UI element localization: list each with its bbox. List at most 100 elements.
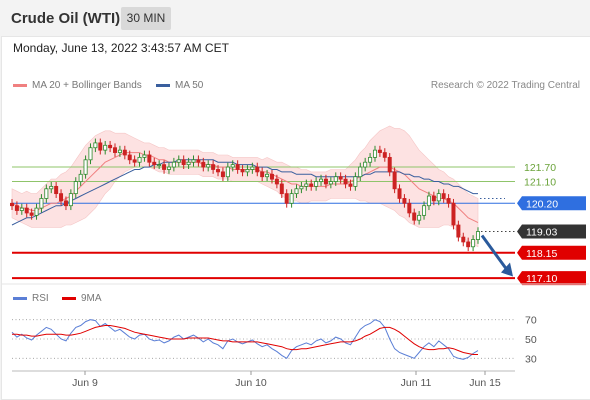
candle-body <box>63 200 68 207</box>
candle-body <box>441 193 446 199</box>
candle-body <box>14 205 19 211</box>
candle-body <box>103 144 108 151</box>
candle-body <box>309 183 314 187</box>
candle-body <box>353 176 358 187</box>
candle-body <box>29 212 34 216</box>
candle-body <box>166 166 171 170</box>
rsi-tick-70: 70 <box>525 315 537 327</box>
candle-body <box>59 193 64 202</box>
candle-body <box>211 164 216 170</box>
candle-body <box>225 166 230 178</box>
candle-body <box>196 159 201 163</box>
candle-body <box>201 161 206 168</box>
candle-body <box>220 171 225 178</box>
candle-body <box>122 149 127 156</box>
candle-body <box>456 224 461 238</box>
level-label-118.15: 118.15 <box>526 248 557 260</box>
candle-body <box>216 169 221 173</box>
candle-body <box>132 159 137 163</box>
candle-body <box>426 195 431 207</box>
candle-body <box>319 178 324 182</box>
rsi-tick-30: 30 <box>525 353 537 365</box>
candle-body <box>117 149 122 153</box>
candle-body <box>431 195 436 202</box>
rsi-ma-swatch <box>62 296 76 300</box>
candle-body <box>49 185 54 190</box>
candle-body <box>44 188 49 199</box>
timeframe-button[interactable]: 30 MIN <box>121 7 171 30</box>
candle-body <box>186 161 191 166</box>
candle-body <box>147 154 152 163</box>
candle-body <box>392 171 397 190</box>
candle-body <box>176 159 181 163</box>
legend-ma20-label: MA 20 + Bollinger Bands <box>32 80 142 91</box>
credit-text: Research © 2022 Trading Central <box>430 80 580 91</box>
candle-body <box>206 164 211 168</box>
x-tick-label-0: Jun 9 <box>72 377 98 389</box>
candle-body <box>323 178 328 185</box>
candle-body <box>9 202 14 207</box>
rsi-tick-50: 50 <box>525 334 537 346</box>
candle-body <box>191 159 196 163</box>
candle-body <box>372 149 377 158</box>
level-tag-119.03 <box>517 224 586 239</box>
legend-ma50: MA 50 <box>156 80 203 91</box>
candle-body <box>245 169 250 173</box>
legend-ma20: MA 20 + Bollinger Bands <box>13 80 142 91</box>
candle-body <box>475 231 480 240</box>
candle-body <box>54 185 59 195</box>
candle-body <box>338 176 343 180</box>
candle-body <box>422 205 427 216</box>
candle-body <box>108 144 113 149</box>
timestamp: Monday, June 13, 2022 3:43:57 AM CET <box>13 41 229 55</box>
level-label-121.10: 121.10 <box>524 177 556 189</box>
forecast-arrow-head <box>501 262 513 277</box>
forecast-arrow-shaft <box>480 234 508 270</box>
candle-body <box>171 161 176 168</box>
candle-body <box>402 198 407 204</box>
candle-body <box>93 142 98 149</box>
candle-body <box>294 188 299 195</box>
candle-body <box>348 183 353 187</box>
candle-body <box>289 193 294 204</box>
legend-rsi-label: RSI <box>32 293 49 304</box>
x-tick-label-3: Jun 15 <box>469 377 501 389</box>
candle-body <box>471 239 476 248</box>
level-label-121.70: 121.70 <box>524 162 556 174</box>
candle-body <box>240 169 245 173</box>
candle-body <box>230 164 235 168</box>
candle-body <box>451 202 456 226</box>
candle-body <box>127 154 132 161</box>
candle-body <box>113 147 118 153</box>
candle-body <box>137 156 142 163</box>
candle-body <box>78 173 83 182</box>
candle-body <box>299 185 304 190</box>
x-tick-label-1: Jun 10 <box>235 377 267 389</box>
level-label-117.10: 117.10 <box>526 273 557 285</box>
legend-9ma-label: 9MA <box>81 293 102 304</box>
candle-body <box>314 181 319 187</box>
candle-body <box>142 154 147 158</box>
candles-group <box>9 138 480 252</box>
rsi-swatch <box>13 296 27 300</box>
candle-body <box>68 193 73 207</box>
level-tag-117.10 <box>517 271 586 286</box>
candle-body <box>269 173 274 180</box>
bollinger-band <box>11 125 479 248</box>
candle-body <box>235 164 240 170</box>
header: Crude Oil (WTI) 30 MIN <box>0 0 590 36</box>
level-tag-118.15 <box>517 245 586 260</box>
candle-body <box>387 156 392 173</box>
candle-body <box>284 193 289 204</box>
candle-body <box>157 164 162 167</box>
candle-body <box>265 173 270 178</box>
rsi-series-9ma <box>12 325 478 355</box>
legend-9ma: 9MA <box>62 293 102 304</box>
candle-body <box>436 193 441 202</box>
candle-body <box>461 236 466 243</box>
candle-body <box>466 241 471 248</box>
candle-body <box>328 181 333 185</box>
ma50-swatch <box>156 83 170 87</box>
